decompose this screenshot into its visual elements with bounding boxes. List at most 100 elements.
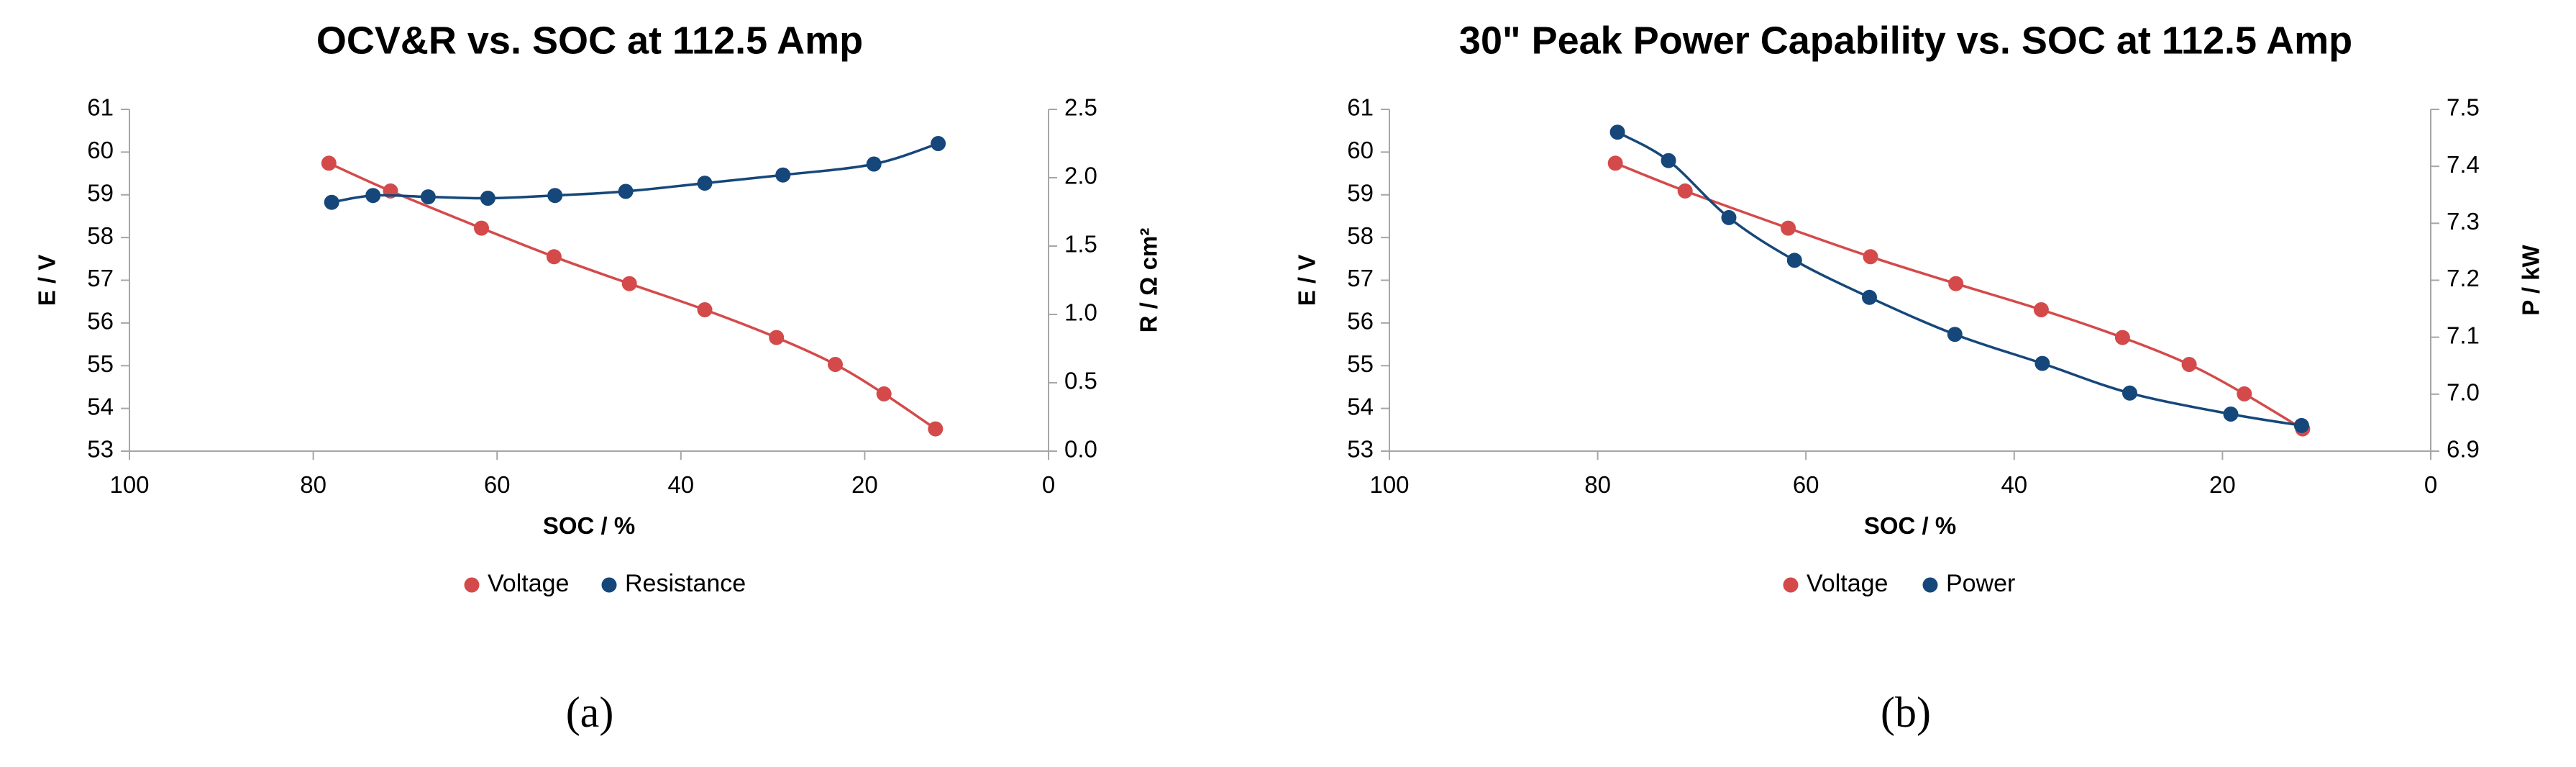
y-tick-label: 57 <box>87 265 114 291</box>
data-point-resistance <box>420 189 436 205</box>
y2-tick-label: 7.3 <box>2447 208 2480 235</box>
y2-tick-label: 1.0 <box>1064 299 1097 326</box>
data-point-voltage <box>321 155 337 171</box>
y-tick-label: 55 <box>1347 350 1374 377</box>
x-tick-label: 40 <box>667 471 694 498</box>
data-point-voltage <box>828 357 843 372</box>
data-point-resistance <box>618 183 634 199</box>
data-point-resistance <box>866 156 882 172</box>
y2-tick-label: 7.5 <box>2447 94 2480 121</box>
data-point-voltage <box>546 249 562 265</box>
x-tick-label: 20 <box>2209 471 2236 498</box>
legend-label-resistance: Resistance <box>625 570 746 597</box>
y-tick-label: 56 <box>87 308 114 335</box>
chart-caption: (b) <box>1881 689 1931 736</box>
chart-caption: (a) <box>566 689 614 736</box>
data-point-voltage <box>1781 220 1796 236</box>
y2-tick-label: 0.5 <box>1064 368 1097 394</box>
y2-tick-label: 7.1 <box>2447 322 2480 348</box>
x-tick-label: 60 <box>1793 471 1819 498</box>
data-point-power <box>1721 209 1737 225</box>
x-axis-label: SOC / % <box>543 512 635 539</box>
y2-tick-label: 2.0 <box>1064 163 1097 189</box>
x-tick-label: 80 <box>300 471 326 498</box>
legend-marker-resistance <box>601 577 617 593</box>
data-point-voltage <box>474 220 489 236</box>
data-point-power <box>2034 355 2050 371</box>
y-tick-label: 60 <box>87 137 114 163</box>
data-point-resistance <box>775 167 791 183</box>
data-point-resistance <box>547 188 563 204</box>
y2-tick-label: 7.4 <box>2447 151 2480 178</box>
data-point-power <box>2293 417 2309 433</box>
y2-axis-label: P / kW <box>2518 244 2544 315</box>
data-point-voltage <box>1863 249 1878 265</box>
x-tick-label: 100 <box>109 471 149 498</box>
y-axis-label: E / V <box>1294 255 1320 307</box>
y-tick-label: 53 <box>1347 436 1374 463</box>
data-point-power <box>2122 385 2137 401</box>
y-tick-label: 59 <box>87 179 114 206</box>
x-tick-label: 0 <box>1042 471 1055 498</box>
x-tick-label: 20 <box>851 471 878 498</box>
data-point-voltage <box>1677 183 1693 199</box>
y-tick-label: 55 <box>87 350 114 377</box>
y-tick-label: 58 <box>1347 222 1374 249</box>
data-point-resistance <box>480 191 495 206</box>
y2-tick-label: 1.5 <box>1064 231 1097 258</box>
data-point-power <box>1862 289 1877 305</box>
data-point-resistance <box>931 136 946 151</box>
chart-b: 30" Peak Power Capability vs. SOC at 112… <box>1294 19 2544 736</box>
y2-axis-label: R / Ω cm² <box>1136 228 1162 333</box>
legend-label-power: Power <box>1946 570 2015 597</box>
data-point-resistance <box>697 176 713 191</box>
legend-marker-power <box>1922 577 1938 593</box>
data-point-voltage <box>2181 357 2197 372</box>
data-point-power <box>1786 253 1802 268</box>
legend-marker-voltage <box>1783 577 1799 593</box>
y2-tick-label: 0.0 <box>1064 436 1097 463</box>
y2-tick-label: 2.5 <box>1064 94 1097 121</box>
series-line-voltage <box>328 162 936 430</box>
y-axis-label: E / V <box>34 255 60 307</box>
chart-title: OCV&R vs. SOC at 112.5 Amp <box>316 19 863 62</box>
y-tick-label: 61 <box>87 94 114 121</box>
data-point-voltage <box>769 330 785 345</box>
y-tick-label: 61 <box>1347 94 1374 121</box>
data-point-voltage <box>2237 386 2252 401</box>
chart-title: 30" Peak Power Capability vs. SOC at 112… <box>1459 19 2352 62</box>
x-tick-label: 100 <box>1369 471 1409 498</box>
x-tick-label: 60 <box>484 471 511 498</box>
data-point-resistance <box>365 188 381 204</box>
data-point-voltage <box>1607 155 1623 171</box>
x-tick-label: 0 <box>2424 471 2437 498</box>
y2-tick-label: 6.9 <box>2447 436 2480 463</box>
y-tick-label: 59 <box>1347 179 1374 206</box>
y-tick-label: 53 <box>87 436 114 463</box>
chart-a: OCV&R vs. SOC at 112.5 Amp 53 54 55 56 57 58 59… <box>34 19 1162 736</box>
data-point-power <box>1947 327 1963 342</box>
series-line-resistance <box>331 142 939 204</box>
x-axis-label: SOC / % <box>1864 512 1956 539</box>
series-line-voltage <box>1614 162 2303 430</box>
data-point-voltage <box>697 302 713 317</box>
data-point-voltage <box>1948 276 1964 291</box>
y2-tick-label: 7.2 <box>2447 265 2480 291</box>
y-tick-label: 58 <box>87 222 114 249</box>
legend-label-voltage: Voltage <box>1807 570 1888 597</box>
y-tick-label: 57 <box>1347 265 1374 291</box>
legend-label-voltage: Voltage <box>488 570 569 597</box>
data-point-voltage <box>2114 330 2130 345</box>
data-point-power <box>1609 124 1625 140</box>
y-tick-label: 54 <box>1347 393 1374 419</box>
data-point-voltage <box>2033 302 2049 317</box>
data-point-resistance <box>324 194 339 210</box>
y-tick-label: 56 <box>1347 308 1374 335</box>
series-line-power <box>1617 131 2302 427</box>
data-point-voltage <box>876 386 892 401</box>
x-tick-label: 80 <box>1584 471 1611 498</box>
y-tick-label: 54 <box>87 393 114 419</box>
data-point-voltage <box>928 421 944 437</box>
legend-marker-voltage <box>464 577 480 593</box>
y2-tick-label: 7.0 <box>2447 379 2480 406</box>
